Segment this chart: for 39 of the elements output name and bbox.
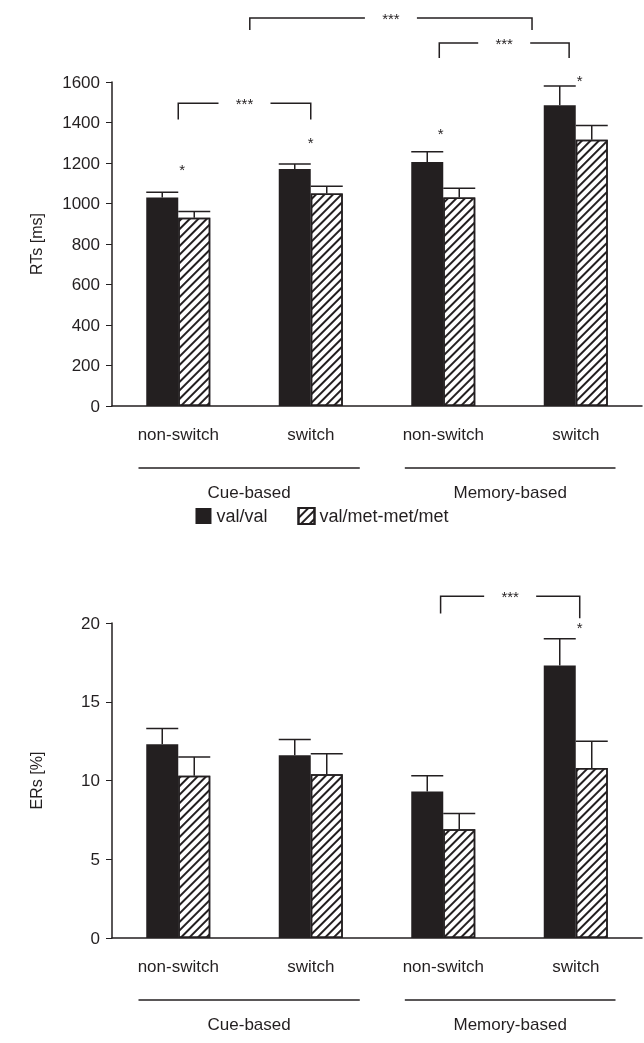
text: Cue-based <box>207 1015 291 1034</box>
y-axis-title: RTs [ms] <box>27 213 45 275</box>
text: *** <box>382 10 400 28</box>
x-tick-label: non-switch <box>137 957 219 976</box>
x-tick-label: switch <box>287 957 335 976</box>
y-tick-label: 1600 <box>62 72 100 92</box>
y-tick-label: 5 <box>90 849 100 869</box>
y-axis-title: ERs [%] <box>27 751 45 810</box>
text: Cue-based <box>207 483 291 502</box>
y-tick-label: 1000 <box>62 194 100 213</box>
legend-label: val/met-met/met <box>319 506 449 526</box>
y-tick-label: 600 <box>71 275 100 294</box>
x-tick-label: switch <box>552 425 600 444</box>
x-tick-label: non-switch <box>137 425 219 444</box>
y-tick-label: 1400 <box>62 113 100 132</box>
text: *** <box>495 34 514 52</box>
annotation: * <box>437 124 444 142</box>
annotation: * <box>576 618 583 636</box>
y-tick-label: 1200 <box>62 153 100 173</box>
text: Memory-based <box>453 483 567 502</box>
x-tick-label: non-switch <box>402 425 484 444</box>
y-tick-label: 0 <box>90 396 100 416</box>
annotation: * <box>307 133 314 151</box>
x-tick-label: switch <box>287 425 335 444</box>
y-tick-label: 10 <box>81 771 100 790</box>
y-tick-label: 20 <box>81 613 100 633</box>
y-tick-label: 800 <box>71 234 100 254</box>
annotation: *** <box>235 95 254 113</box>
y-tick-label: 0 <box>90 928 100 948</box>
y-tick-label: 15 <box>81 692 100 712</box>
annotation: * <box>576 71 583 89</box>
x-tick-label: non-switch <box>402 957 484 976</box>
text: Memory-based <box>453 1015 567 1034</box>
text: *** <box>501 588 520 606</box>
y-tick-label: 200 <box>71 356 100 375</box>
y-tick-label: 400 <box>71 315 100 335</box>
annotation: * <box>179 161 186 179</box>
x-tick-label: switch <box>552 957 600 976</box>
legend-label: val/val <box>216 506 268 526</box>
